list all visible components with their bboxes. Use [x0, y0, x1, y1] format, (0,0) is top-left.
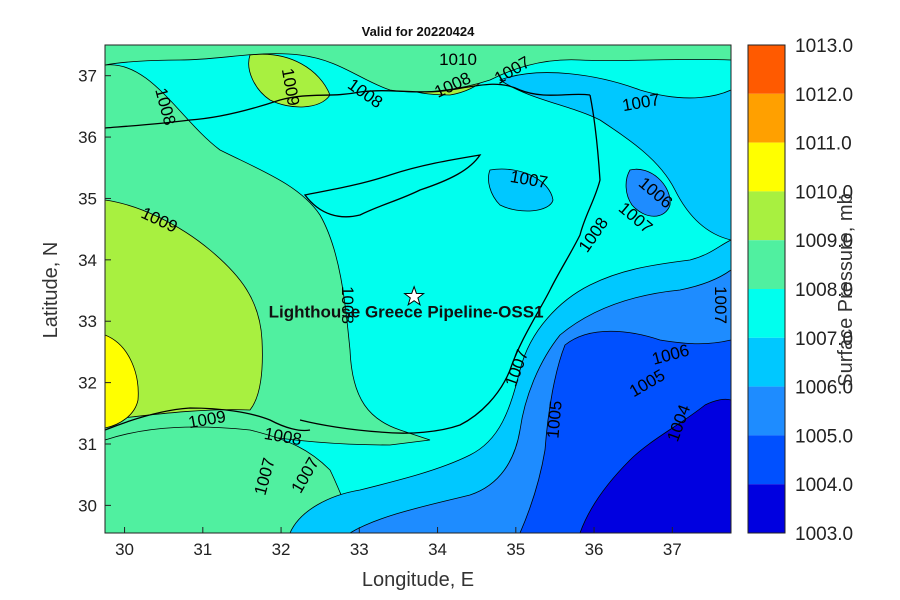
colorbar-segment	[748, 142, 785, 192]
x-tick-label: 30	[115, 540, 134, 559]
contour-region-1010-west	[105, 199, 263, 421]
contour-region-1007-top-east	[499, 72, 731, 241]
colorbar-tick-label: 1008.0	[795, 280, 853, 301]
y-axis: 30 31 32 33 34 35 36 37	[78, 67, 111, 515]
colorbar-tick-label: 1003.0	[795, 524, 853, 545]
map-title: Valid for 20220424	[362, 24, 476, 39]
colorbar-tick-label: 1009.0	[795, 231, 853, 252]
x-axis: 30 31 32 33 34 35 36 37	[115, 527, 682, 559]
contour-label: 1008	[338, 286, 357, 324]
site-label: Lighthouse Greece Pipeline-OSS1	[269, 303, 544, 322]
y-tick-label: 37	[78, 67, 97, 86]
colorbar-frame	[747, 44, 786, 534]
y-tick-label: 34	[78, 251, 97, 270]
contour-label: 1010	[439, 50, 477, 69]
y-tick-label: 33	[78, 312, 97, 331]
contour-region-1009-north	[248, 53, 331, 108]
contour-region-1006-northeast	[625, 168, 671, 217]
colorbar-segment	[748, 45, 785, 94]
colorbar-title: Surface Pressure, mb	[835, 193, 857, 386]
x-tick-label: 37	[663, 540, 682, 559]
x-tick-label: 34	[428, 540, 447, 559]
y-tick-label: 30	[78, 496, 97, 515]
colorbar-tick-label: 1004.0	[795, 475, 853, 496]
colorbar: 1013.0 1012.0 1011.0 1010.0 1009.0 1008.0 1007…	[747, 36, 853, 545]
colorbar-tick-label: 1010.0	[795, 182, 853, 203]
x-axis-title: Longitude, E	[362, 569, 474, 591]
colorbar-segment	[748, 337, 785, 387]
contour-region-1011-west	[105, 334, 139, 429]
x-tick-label: 33	[350, 540, 369, 559]
colorbar-segment	[748, 191, 785, 241]
colorbar-segment	[748, 289, 785, 338]
colorbar-tick-label: 1013.0	[795, 36, 853, 57]
y-tick-label: 31	[78, 435, 97, 454]
plot-frame	[104, 44, 732, 534]
site-star-icon	[403, 285, 426, 307]
x-tick-label: 35	[506, 540, 525, 559]
colorbar-tick-label: 1012.0	[795, 85, 853, 106]
colorbar-segment	[748, 484, 785, 533]
y-tick-label: 35	[78, 189, 97, 208]
x-tick-label: 36	[585, 540, 604, 559]
colorbar-tick-label: 1005.0	[795, 426, 853, 447]
x-tick-label: 31	[193, 540, 212, 559]
coastline-egypt	[105, 407, 311, 432]
contour-region-1007-northeast	[488, 168, 554, 212]
contour-label: 1007	[711, 286, 730, 324]
y-axis-title: Latitude, N	[40, 242, 62, 339]
map-plot-area[interactable]	[105, 45, 731, 533]
x-tick-label: 32	[272, 540, 291, 559]
y-tick-label: 32	[78, 374, 97, 393]
colorbar-tick-label: 1011.0	[795, 134, 852, 155]
y-tick-label: 36	[78, 128, 97, 147]
colorbar-tick-label: 1007.0	[795, 329, 853, 350]
colorbar-segment	[748, 386, 785, 436]
colorbar-segment	[748, 435, 785, 485]
colorbar-tick-label: 1006.0	[795, 378, 853, 399]
colorbar-segment	[748, 240, 785, 289]
site-marker[interactable]: Lighthouse Greece Pipeline-OSS1	[269, 285, 544, 322]
contour-label: 1005	[543, 400, 565, 439]
colorbar-segment	[748, 93, 785, 143]
coastline-cyprus	[303, 154, 482, 218]
contour-region-1003-east	[579, 398, 731, 533]
coastline-levant	[299, 94, 601, 434]
coastline-north	[105, 83, 591, 129]
